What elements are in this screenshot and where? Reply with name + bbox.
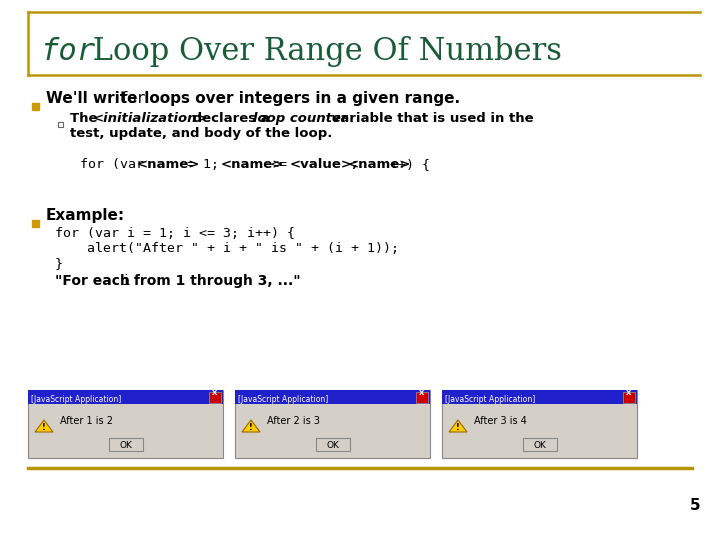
Bar <box>235 390 430 404</box>
Text: After 2 is 3: After 2 is 3 <box>267 416 320 426</box>
Text: OK: OK <box>326 441 339 450</box>
Text: for (var i = 1; i <= 3; i++) {: for (var i = 1; i <= 3; i++) { <box>55 227 295 240</box>
Bar <box>315 438 349 451</box>
Polygon shape <box>449 420 467 432</box>
Text: [JavaScript Application]: [JavaScript Application] <box>31 395 121 404</box>
Text: loop counter: loop counter <box>253 112 348 125</box>
Text: [JavaScript Application]: [JavaScript Application] <box>238 395 328 404</box>
Text: X: X <box>626 390 631 396</box>
Bar <box>32 103 39 110</box>
Text: !: ! <box>456 423 460 432</box>
Text: <name>: <name> <box>221 158 284 171</box>
Text: X: X <box>212 390 217 396</box>
Text: <name>: <name> <box>137 158 200 171</box>
Text: = 1;: = 1; <box>179 158 227 171</box>
Text: <=: <= <box>263 158 295 171</box>
Bar <box>442 390 637 458</box>
Text: for (var: for (var <box>80 158 152 171</box>
Text: !: ! <box>249 423 253 432</box>
Text: OK: OK <box>533 441 546 450</box>
Text: [JavaScript Application]: [JavaScript Application] <box>445 395 535 404</box>
Text: alert("After " + i + " is " + (i + 1));: alert("After " + i + " is " + (i + 1)); <box>55 242 399 255</box>
Polygon shape <box>35 420 53 432</box>
Text: ++) {: ++) { <box>390 158 430 171</box>
Polygon shape <box>242 420 260 432</box>
Text: <name>: <name> <box>348 158 411 171</box>
Text: After 1 is 2: After 1 is 2 <box>60 416 113 426</box>
Text: for: for <box>40 37 95 66</box>
Text: Loop Over Range Of Numbers: Loop Over Range Of Numbers <box>83 36 562 67</box>
Text: loops over integers in a given range.: loops over integers in a given range. <box>139 91 460 106</box>
Text: for: for <box>120 91 146 106</box>
Text: from 1 through 3, ...": from 1 through 3, ..." <box>129 274 301 288</box>
Text: Example:: Example: <box>46 208 125 223</box>
Text: <initialization>: <initialization> <box>93 112 209 125</box>
Bar <box>58 122 63 127</box>
Text: X: X <box>419 390 425 396</box>
Text: }: } <box>55 257 63 270</box>
Bar <box>209 392 221 403</box>
Bar <box>523 438 557 451</box>
Bar <box>235 390 430 458</box>
Text: declares a: declares a <box>188 112 274 125</box>
Bar <box>28 390 223 458</box>
Text: 5: 5 <box>689 498 700 513</box>
Text: variable that is used in the: variable that is used in the <box>327 112 534 125</box>
Bar <box>32 220 39 227</box>
Text: OK: OK <box>119 441 132 450</box>
Bar <box>109 438 143 451</box>
Text: i: i <box>122 274 130 288</box>
Text: The: The <box>70 112 102 125</box>
Text: We'll write: We'll write <box>46 91 143 106</box>
Bar <box>28 390 223 404</box>
Text: <value>;: <value>; <box>290 158 359 171</box>
Text: !: ! <box>42 423 46 432</box>
Text: test, update, and body of the loop.: test, update, and body of the loop. <box>70 127 333 140</box>
Bar <box>442 390 637 404</box>
Text: After 3 is 4: After 3 is 4 <box>474 416 527 426</box>
Text: "For each: "For each <box>55 274 135 288</box>
Bar <box>416 392 428 403</box>
Bar <box>623 392 635 403</box>
